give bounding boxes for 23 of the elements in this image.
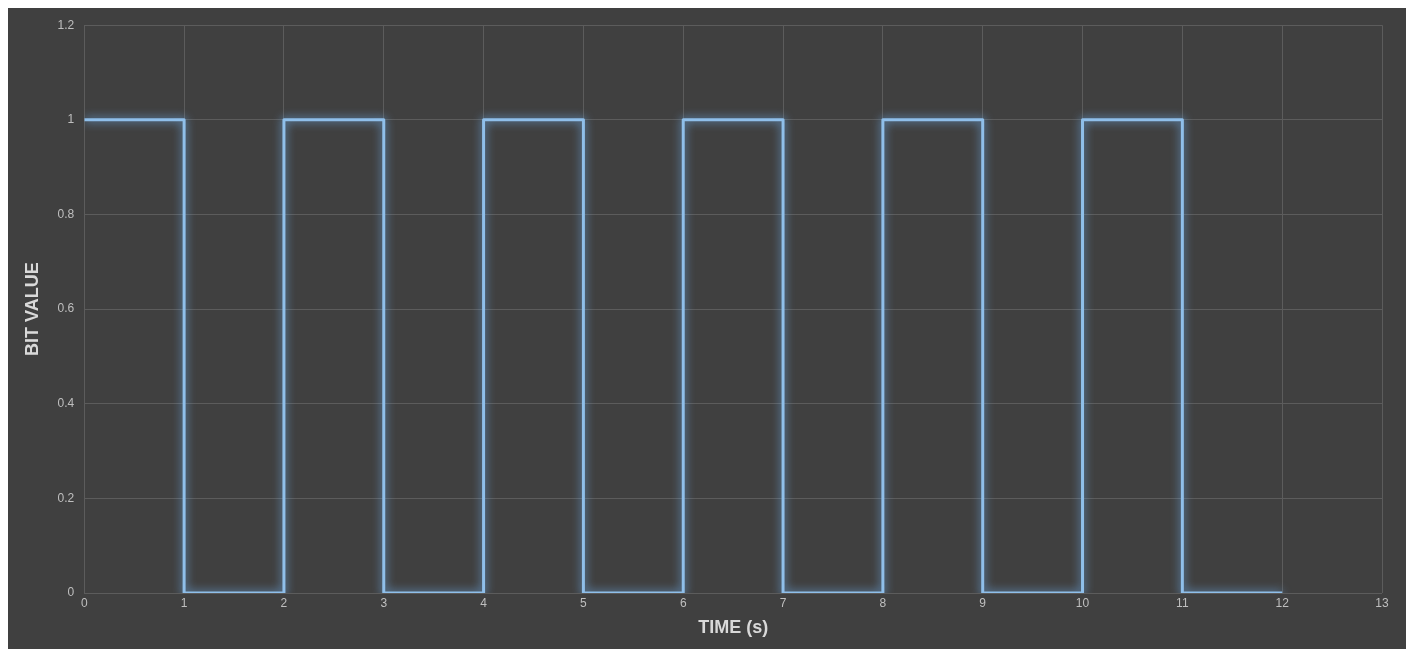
y-tick-label: 0 xyxy=(67,585,75,600)
y-tick-label: 0.4 xyxy=(57,396,75,411)
x-tick-label: 2 xyxy=(280,595,288,610)
x-tick-label: 7 xyxy=(779,595,787,610)
y-tick-label: 0.8 xyxy=(57,206,75,221)
x-tick-label: 8 xyxy=(879,595,887,610)
x-tick-label: 11 xyxy=(1176,595,1189,610)
x-tick-label: 5 xyxy=(580,595,588,610)
y-tick-label: 1.2 xyxy=(57,17,75,32)
y-tick-label: 0.2 xyxy=(57,490,75,505)
x-tick-label: 1 xyxy=(180,595,188,610)
x-tick-label: 12 xyxy=(1275,595,1290,610)
x-tick-label: 0 xyxy=(80,595,88,610)
x-tick-label: 4 xyxy=(480,595,488,610)
x-tick-label: 13 xyxy=(1375,595,1389,610)
y-tick-label: 0.6 xyxy=(57,301,75,316)
x-tick-label: 10 xyxy=(1075,595,1090,610)
x-tick-label: 9 xyxy=(979,595,987,610)
x-axis-title: TIME (s) xyxy=(698,617,769,638)
y-tick-label: 1 xyxy=(67,112,75,127)
x-tick-label: 3 xyxy=(380,595,388,610)
x-tick-label: 6 xyxy=(679,595,687,610)
y-axis-title: BIT VALUE xyxy=(21,262,42,356)
